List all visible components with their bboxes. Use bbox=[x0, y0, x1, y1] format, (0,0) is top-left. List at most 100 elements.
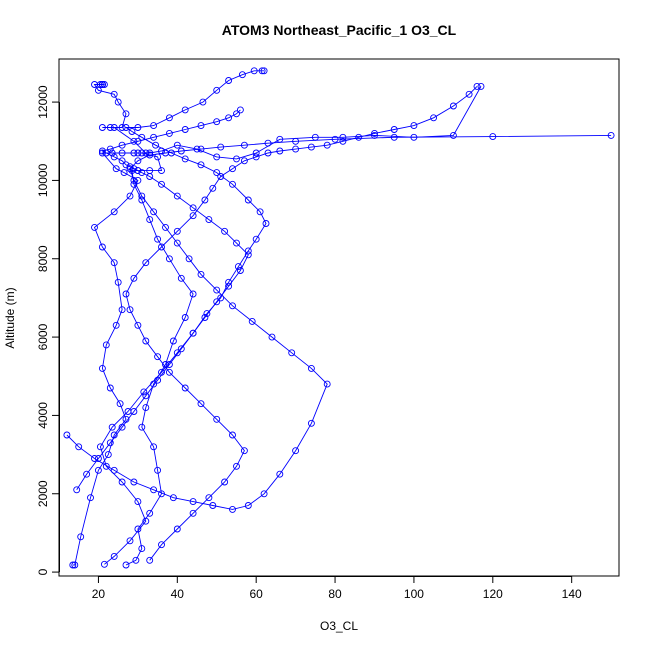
data-point bbox=[100, 560, 108, 568]
data-point bbox=[106, 124, 114, 131]
data-point bbox=[465, 90, 473, 98]
data-point bbox=[449, 131, 457, 139]
data-point bbox=[217, 173, 225, 180]
data-point bbox=[134, 176, 142, 184]
x-tick-label: 40 bbox=[171, 587, 185, 601]
y-tick-label: 10000 bbox=[36, 163, 50, 197]
y-tick-label: 6000 bbox=[36, 323, 50, 350]
data-point bbox=[104, 451, 112, 459]
data-point bbox=[213, 286, 221, 294]
data-point bbox=[146, 149, 154, 157]
data-point bbox=[128, 128, 136, 135]
data-point bbox=[276, 470, 284, 478]
data-point bbox=[201, 196, 209, 204]
data-point bbox=[98, 364, 106, 372]
data-point bbox=[189, 290, 197, 298]
chart-title: ATOM3 Northeast_Pacific_1 O3_CL bbox=[222, 22, 457, 38]
data-point bbox=[229, 165, 236, 173]
data-point bbox=[236, 106, 244, 114]
data-point bbox=[134, 167, 142, 175]
data-point bbox=[138, 196, 146, 204]
data-point bbox=[100, 81, 108, 88]
data-point bbox=[390, 133, 398, 141]
series-line-5 bbox=[66, 134, 612, 510]
x-axis-label: O3_CL bbox=[320, 619, 358, 633]
data-point bbox=[250, 67, 258, 75]
data-point bbox=[197, 400, 205, 408]
data-point bbox=[152, 141, 160, 149]
data-point bbox=[307, 143, 315, 151]
data-point bbox=[323, 380, 331, 388]
data-point bbox=[118, 124, 126, 131]
data-point bbox=[197, 122, 205, 130]
data-point bbox=[106, 145, 114, 153]
data-point bbox=[189, 212, 197, 220]
data-point bbox=[146, 151, 154, 159]
data-point bbox=[489, 133, 497, 141]
y-tick-label: 12000 bbox=[36, 85, 50, 119]
data-point bbox=[181, 126, 189, 133]
data-point bbox=[150, 208, 158, 216]
data-point bbox=[102, 341, 110, 349]
data-point bbox=[150, 122, 158, 130]
data-point bbox=[130, 478, 138, 486]
data-point bbox=[236, 267, 244, 274]
data-point bbox=[209, 184, 217, 192]
data-point bbox=[221, 227, 229, 235]
x-tick-label: 80 bbox=[328, 587, 342, 601]
data-point bbox=[130, 176, 138, 184]
y-tick-label: 4000 bbox=[36, 402, 50, 429]
data-point bbox=[146, 509, 154, 517]
data-point bbox=[122, 161, 130, 169]
data-point bbox=[189, 509, 197, 517]
data-point bbox=[189, 329, 197, 337]
data-point bbox=[165, 255, 173, 263]
data-point bbox=[154, 353, 162, 361]
data-point bbox=[158, 167, 165, 175]
data-point bbox=[106, 384, 114, 392]
data-point bbox=[165, 368, 173, 376]
data-point bbox=[98, 124, 106, 131]
data-point bbox=[158, 541, 165, 549]
data-point bbox=[110, 466, 118, 474]
data-point bbox=[142, 392, 150, 400]
data-point bbox=[177, 345, 185, 353]
data-point bbox=[181, 384, 189, 392]
data-point bbox=[126, 163, 134, 171]
y-axis-label: Altitude (m) bbox=[3, 287, 17, 348]
data-point bbox=[233, 462, 240, 470]
data-point bbox=[138, 169, 146, 177]
data-point bbox=[126, 537, 134, 545]
data-point bbox=[134, 137, 142, 145]
data-point bbox=[130, 408, 138, 415]
data-point bbox=[240, 447, 248, 455]
data-point bbox=[130, 137, 138, 145]
data-point bbox=[73, 486, 81, 494]
data-point bbox=[238, 71, 246, 79]
data-point bbox=[83, 470, 91, 478]
data-point bbox=[213, 298, 221, 306]
data-point bbox=[130, 180, 138, 188]
data-point bbox=[213, 86, 221, 94]
y-tick-label: 2000 bbox=[36, 480, 50, 507]
data-point bbox=[154, 153, 162, 161]
data-point bbox=[225, 114, 233, 122]
data-point bbox=[288, 349, 296, 357]
data-point bbox=[473, 82, 481, 90]
data-point bbox=[260, 490, 268, 498]
data-point bbox=[142, 259, 150, 267]
data-point bbox=[112, 165, 120, 173]
data-point bbox=[307, 419, 315, 427]
data-point bbox=[193, 145, 201, 153]
data-point bbox=[69, 561, 77, 569]
data-point bbox=[292, 137, 300, 145]
data-point bbox=[110, 552, 118, 560]
data-point bbox=[410, 133, 418, 141]
data-point bbox=[134, 498, 142, 506]
data-point bbox=[98, 243, 106, 251]
data-point bbox=[262, 220, 270, 227]
data-point bbox=[134, 124, 142, 131]
data-point bbox=[307, 364, 315, 372]
data-point bbox=[122, 290, 130, 298]
series-line-6 bbox=[76, 109, 249, 491]
